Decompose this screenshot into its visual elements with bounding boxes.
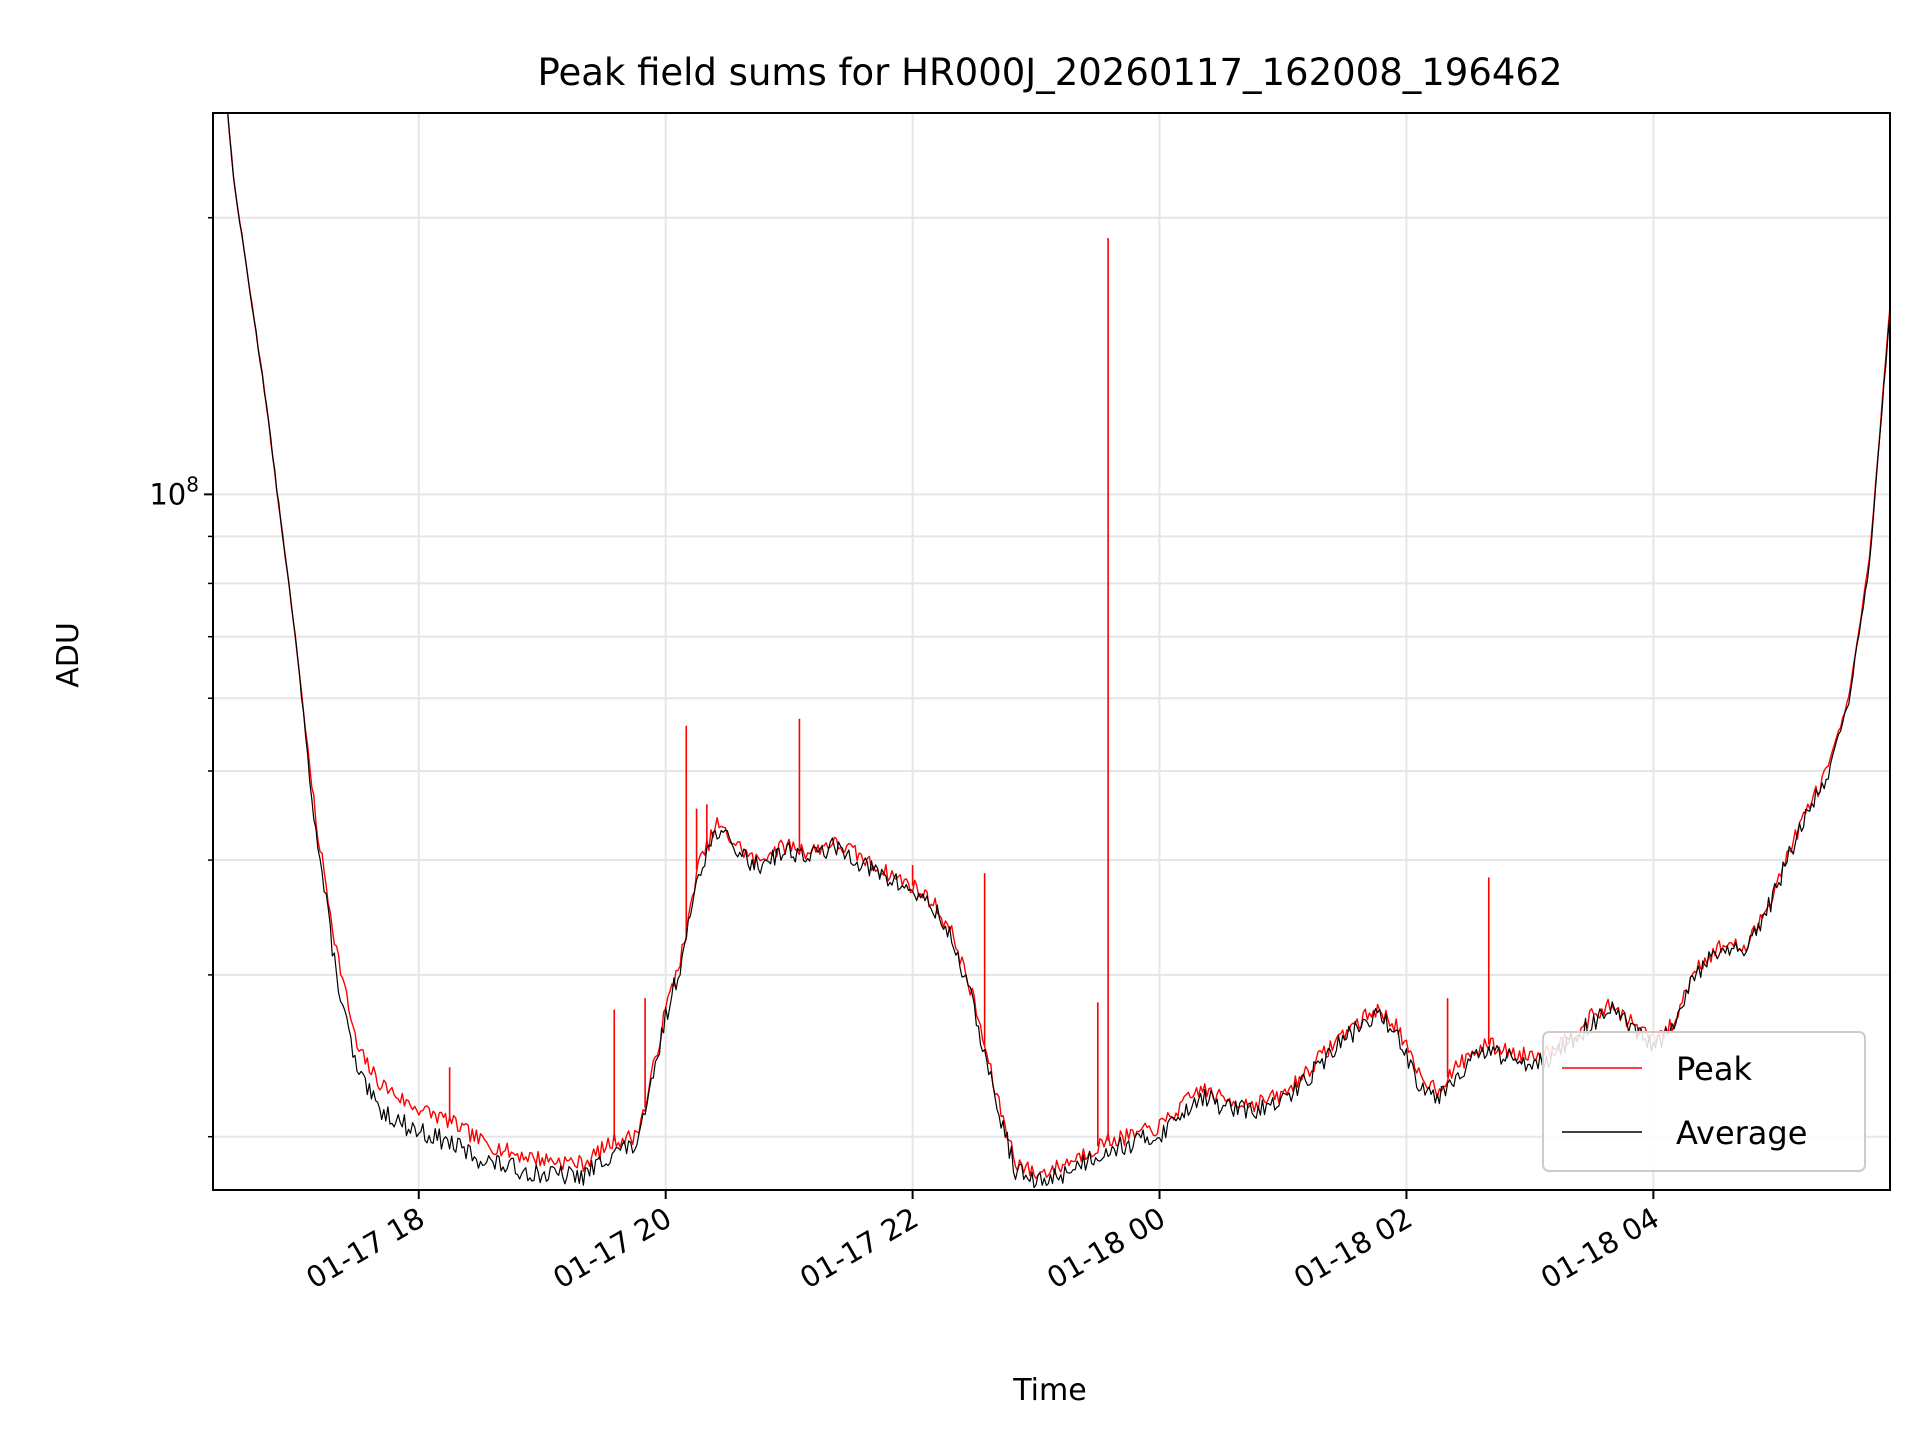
y-axis-title: ADU: [51, 622, 86, 688]
legend-box: [1542, 1031, 1866, 1172]
x-axis-title: Time: [1012, 1373, 1086, 1408]
series-line-average: [227, 113, 1890, 1189]
chart-title: Peak field sums for HR000J_20260117_1620…: [537, 51, 1562, 94]
legend-label-average: Average: [1676, 1114, 1807, 1152]
plot-frame: [212, 112, 1891, 1191]
peak-spikes: [448, 238, 1490, 1147]
grid: [213, 113, 1890, 1190]
legend-label-peak: Peak: [1676, 1050, 1752, 1088]
legend: Peak Average: [1542, 1031, 1866, 1172]
